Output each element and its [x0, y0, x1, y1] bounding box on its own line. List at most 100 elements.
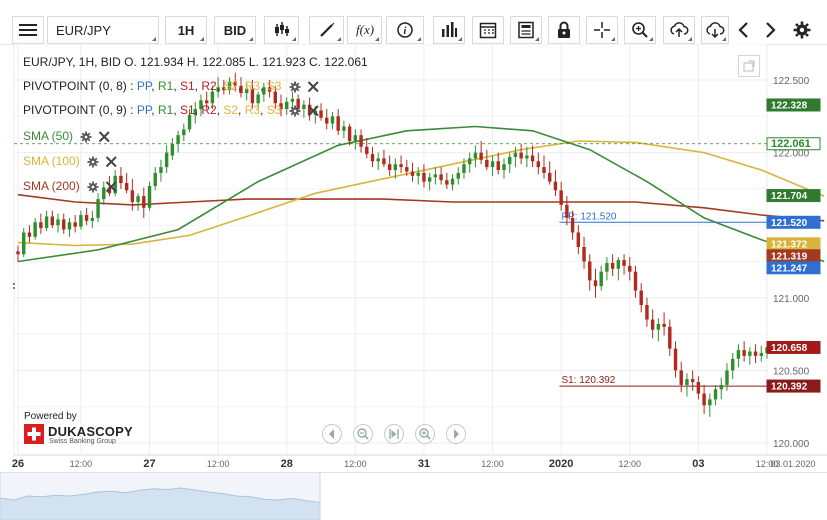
candle-body [416, 172, 420, 176]
price-chart[interactable]: 120.000 120.500 121.000 122.000 122.500 26 12:… [0, 44, 827, 472]
scroll-right-button[interactable] [446, 424, 466, 444]
candle-body [685, 379, 689, 385]
price-tag-bg [766, 98, 821, 112]
price-tag-label: 121.520 [771, 218, 808, 229]
calendar-button[interactable] [472, 16, 504, 44]
candle-body [742, 350, 746, 356]
candle-body [725, 370, 729, 385]
x-tick-label: 12:00 [70, 459, 93, 469]
svg-text:i: i [404, 26, 407, 37]
x-tick-label: 12:00 [756, 459, 779, 469]
gear-icon[interactable] [289, 81, 303, 93]
gear-icon[interactable] [289, 105, 303, 117]
candle-body [748, 351, 752, 356]
period-select[interactable]: 1H [165, 16, 207, 44]
close-icon[interactable] [307, 81, 321, 93]
candle-body [542, 167, 546, 173]
fullscreen-icon [743, 60, 755, 72]
reset-button[interactable] [384, 424, 404, 444]
candle-body [73, 222, 77, 227]
indicator-pivot2: PIVOTPOINT (0, 9) : PP, R1, S1, R2, S2, … [23, 103, 321, 117]
candles-button[interactable] [264, 16, 299, 44]
calendar-icon [479, 22, 497, 39]
candle-body [433, 174, 438, 178]
next-button[interactable] [759, 16, 781, 44]
fullscreen-button[interactable] [738, 55, 760, 77]
zoom-button[interactable] [624, 16, 656, 44]
close-icon[interactable] [105, 181, 119, 193]
upload-button[interactable] [663, 16, 695, 44]
y-tick-label: 120.500 [773, 366, 810, 377]
candle-body [102, 187, 106, 200]
zoom-out-button[interactable] [353, 424, 373, 444]
ohlc-summary: EUR/JPY, 1H, BID O. 121.934 H. 122.085 L… [23, 55, 368, 69]
side-label: BID [223, 22, 247, 38]
gear-icon[interactable] [87, 181, 101, 193]
close-icon[interactable] [98, 131, 112, 143]
close-icon[interactable] [307, 105, 321, 117]
draw-button[interactable] [309, 16, 344, 44]
x-tick-label: 26 [12, 458, 24, 470]
price-tag-label: 121.247 [771, 263, 808, 274]
volume-button[interactable] [433, 16, 465, 44]
y-tick-label: 122.500 [773, 76, 810, 87]
candle-body [250, 88, 255, 104]
x-tick-label: 03 [692, 458, 704, 470]
menu-button[interactable] [12, 16, 44, 44]
pivot-part-s3: S3 [266, 79, 282, 93]
candle-body [593, 280, 598, 287]
candle-body [462, 164, 466, 173]
zoom-in-button[interactable] [415, 424, 435, 444]
close-icon[interactable] [105, 156, 119, 168]
prev-button[interactable] [733, 16, 755, 44]
candle-body [50, 216, 55, 226]
candle-body [490, 161, 495, 168]
candle-body [582, 246, 586, 262]
candle-body [548, 172, 552, 182]
news-icon [518, 21, 534, 39]
price-side-select[interactable]: BID [214, 16, 256, 44]
scroll-left-button[interactable] [322, 424, 342, 444]
price-tag: 122.328 [766, 98, 821, 112]
candle-body [153, 172, 157, 186]
candle-body [450, 178, 455, 185]
crosshair-button[interactable] [586, 16, 618, 44]
gear-icon[interactable] [80, 131, 94, 143]
candle-body [204, 100, 209, 104]
candle-body [422, 172, 426, 182]
navigator-panel[interactable] [0, 472, 827, 520]
price-tag-bg [766, 215, 821, 229]
candle-body [393, 164, 398, 171]
candle-body [84, 215, 89, 221]
powered-by-label: Powered by [24, 411, 77, 422]
zoom-in-icon [419, 428, 431, 440]
download-button[interactable] [701, 16, 729, 44]
instrument-select[interactable]: EUR/JPY [47, 16, 159, 44]
price-tag-label: 121.704 [771, 191, 808, 202]
gear-icon[interactable] [87, 156, 101, 168]
candle-body [79, 215, 83, 227]
candle-body [679, 370, 683, 385]
candle-body [302, 104, 306, 110]
x-tick-label: 27 [143, 458, 155, 470]
candle-body [325, 117, 329, 124]
info-icon: i [397, 22, 413, 38]
info-button[interactable]: i [386, 16, 424, 44]
arrow-left-icon [329, 429, 334, 439]
candle-body [267, 87, 272, 92]
pivot-part-r2: R2 [201, 79, 217, 93]
candle-body [279, 103, 283, 110]
pivot-part-s1: S1 [179, 103, 195, 117]
candle-body [485, 159, 489, 168]
function-button[interactable]: f(x) [347, 16, 382, 44]
pivot-part-s2: S2 [223, 103, 239, 117]
news-button[interactable] [510, 16, 542, 44]
candle-body [719, 384, 723, 390]
settings-button[interactable] [786, 16, 818, 44]
candle-body [176, 135, 180, 144]
lock-button[interactable] [548, 16, 580, 44]
indicator-name: SMA (50) [23, 129, 74, 143]
navigator-window[interactable] [0, 472, 321, 520]
candle-body [376, 158, 380, 162]
candle-body [399, 164, 403, 168]
